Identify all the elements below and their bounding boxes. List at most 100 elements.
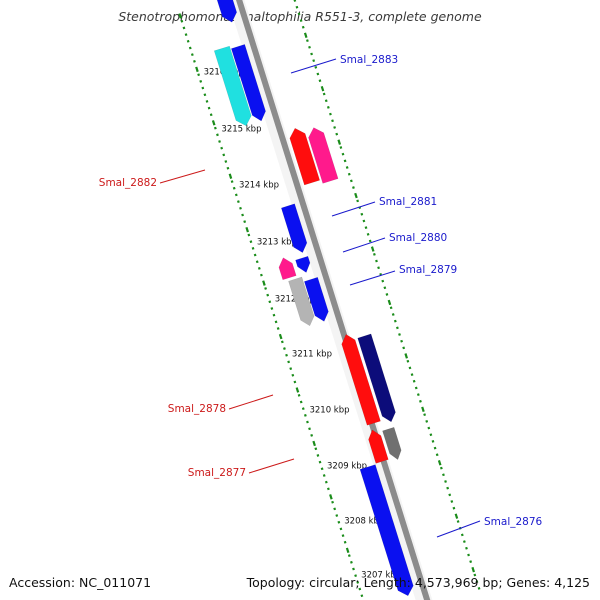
outer-ring-dot [349, 179, 353, 183]
outer-ring-dot [393, 319, 397, 323]
gene-label: Smal_2877 [188, 467, 246, 479]
outer-ring-dot [398, 333, 401, 336]
inner-ring-dot [314, 447, 318, 451]
outer-ring-dot [297, 12, 301, 16]
inner-ring-dot [308, 427, 311, 431]
outer-ring-dot [475, 580, 479, 584]
outer-ring-dot [354, 192, 358, 199]
inner-ring-dot [199, 79, 203, 83]
outer-ring-dot [377, 266, 380, 270]
outer-ring-dot [433, 446, 437, 450]
tick-label: 3207 kbp [361, 570, 401, 580]
outer-ring-dot [333, 126, 336, 129]
outer-ring-dot [306, 39, 309, 42]
inner-ring-dot [295, 387, 300, 393]
outer-ring-dot [421, 406, 425, 413]
outer-ring-dot [456, 520, 460, 523]
outer-ring-dot [345, 166, 349, 169]
inner-ring-dot [306, 420, 309, 424]
outer-ring-dot [385, 293, 389, 296]
inner-ring-dot [203, 93, 207, 97]
outer-ring-dot [431, 440, 435, 443]
inner-ring-dot [339, 527, 343, 531]
inner-ring-dot [190, 53, 194, 57]
outer-ring-dot [331, 119, 334, 123]
inner-ring-dot [180, 19, 184, 23]
inner-ring-dot [188, 46, 192, 50]
gene-arrow-smal-2876 [359, 464, 414, 597]
outer-ring-dot [423, 413, 426, 417]
inner-ring-dot [324, 480, 328, 484]
outer-ring-dot [425, 419, 429, 423]
inner-ring-dot [301, 407, 305, 411]
gene-leader-line [159, 169, 206, 184]
inner-ring-dot [207, 106, 211, 110]
tick-label: 3215 kbp [221, 124, 261, 134]
outer-ring-dot [362, 219, 366, 223]
outer-ring-dot [308, 45, 311, 49]
inner-ring-dot [287, 360, 291, 364]
inner-ring-dot [299, 400, 303, 404]
inner-ring-dot [211, 120, 216, 126]
outer-ring-dot [293, 0, 297, 2]
outer-ring-dot [341, 152, 345, 156]
inner-ring-dot [341, 534, 345, 537]
inner-ring-dot [251, 246, 255, 250]
outer-ring-dot [439, 466, 443, 470]
outer-ring-dot [467, 553, 470, 557]
accession-text: Accession: NC_011071 [9, 575, 152, 590]
outer-ring-dot [429, 433, 433, 437]
inner-ring-dot [318, 460, 322, 464]
inner-ring-dot [291, 373, 295, 377]
inner-ring-dot [205, 100, 209, 103]
outer-ring-dot [383, 286, 387, 290]
outer-ring-dot [387, 299, 392, 306]
inner-ring-dot [289, 367, 293, 370]
outer-ring-dot [448, 493, 452, 497]
outer-ring-dot [446, 486, 450, 490]
inner-ring-dot [245, 226, 249, 233]
inner-ring-dot [350, 560, 353, 564]
genome-backbone [236, 0, 431, 600]
inner-ring-dot [184, 33, 188, 36]
outer-ring-dot [402, 346, 406, 350]
inner-ring-dot [280, 340, 284, 344]
inner-ring-dot [230, 180, 234, 183]
inner-ring-dot [253, 253, 257, 257]
inner-ring-dot [239, 206, 242, 210]
outer-ring-dot [364, 226, 368, 230]
inner-ring-dot [195, 66, 199, 73]
outer-ring-dot [391, 313, 395, 316]
genome-info-text: Topology: circular; Length: 4,573,969 bp… [246, 575, 590, 590]
inner-ring-dot [222, 153, 226, 157]
outer-ring-dot [410, 373, 414, 376]
inner-ring-dot [247, 233, 251, 237]
inner-ring-dot [310, 434, 314, 437]
gene-leader-line [248, 458, 295, 474]
inner-ring-dot [333, 507, 337, 511]
inner-ring-dot [316, 454, 320, 457]
gene-arrow-smal-2878 [357, 333, 396, 423]
outer-ring-dot [450, 500, 454, 503]
outer-ring-dot [337, 139, 342, 145]
inner-ring-dot [241, 213, 244, 217]
inner-ring-dot [327, 487, 330, 491]
inner-ring-dot [322, 474, 326, 477]
outer-ring-dot [463, 540, 466, 543]
gene-arrow [278, 257, 297, 281]
gene-arrow-smal-2883 [230, 44, 266, 122]
outer-ring-dot [329, 112, 332, 116]
outer-ring-dot [404, 353, 408, 359]
inner-ring-dot [272, 313, 276, 317]
inner-ring-dot [320, 467, 324, 471]
outer-ring-dot [356, 199, 360, 203]
inner-ring-dot [358, 587, 362, 591]
inner-ring-dot [347, 554, 351, 558]
outer-ring-dot [314, 65, 318, 69]
outer-ring-dot [295, 5, 299, 9]
gene-leader-line [228, 394, 274, 410]
outer-ring-dot [381, 279, 385, 283]
inner-ring-dot [260, 273, 263, 277]
outer-ring-dot [375, 259, 378, 263]
gene-leader-line [290, 58, 337, 74]
